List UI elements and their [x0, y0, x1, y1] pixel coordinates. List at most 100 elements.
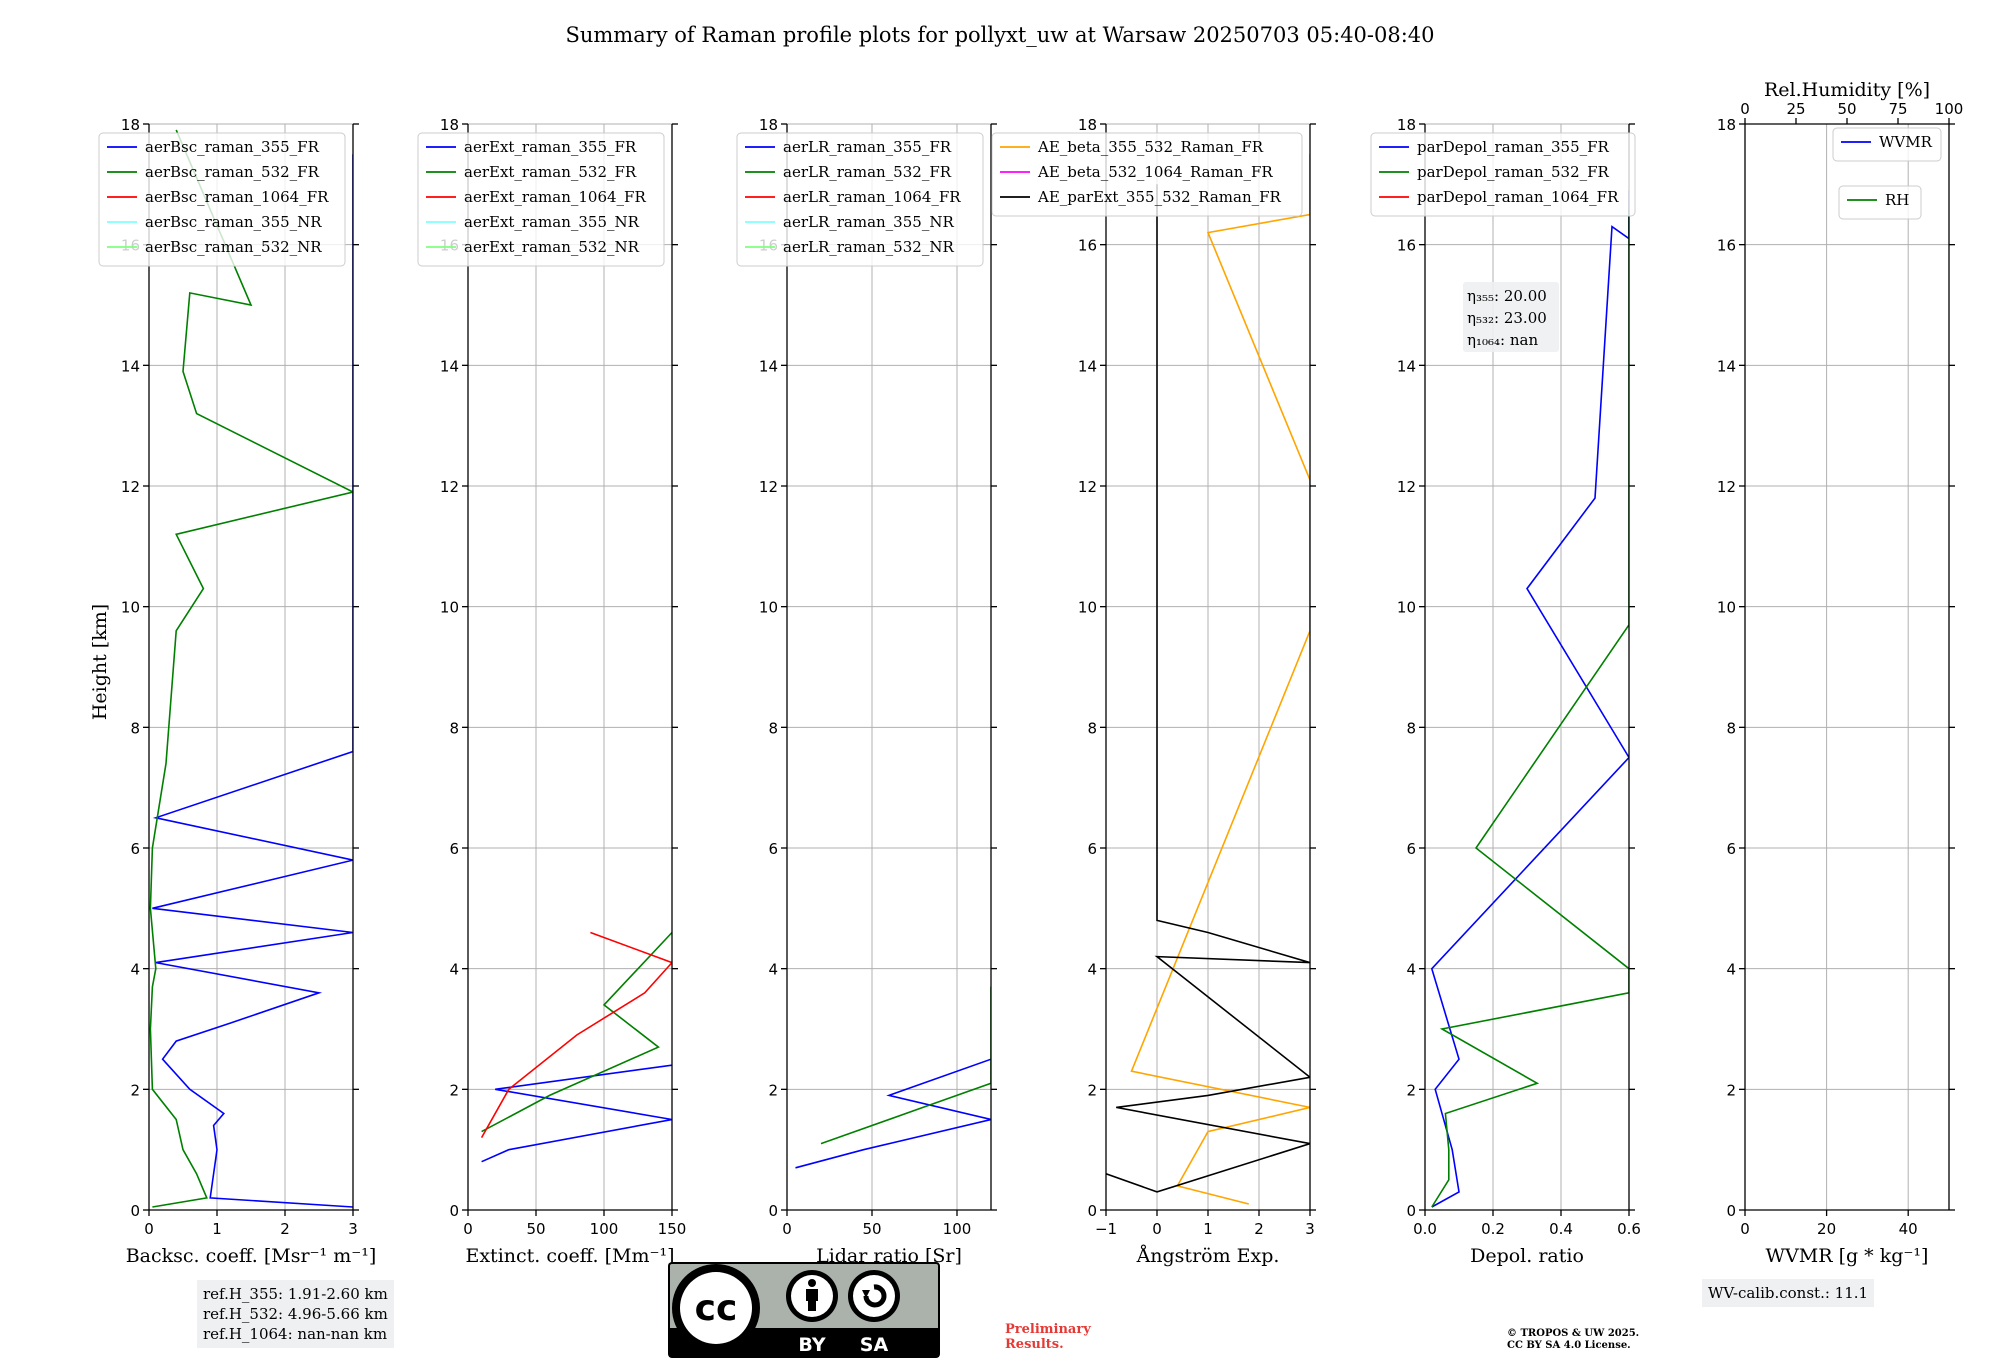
preliminary-note: Preliminary Results. [1005, 1322, 1091, 1352]
top-x-axis-label: Rel.Humidity [%] [1764, 79, 1930, 101]
y-tick-label: 18 [121, 116, 140, 134]
legend-label: aerLR_raman_532_NR [783, 238, 954, 256]
legend-box [1838, 185, 1922, 220]
y-tick-label: 18 [1078, 116, 1097, 134]
x-axis-label: Ångström Exp. [1136, 1245, 1280, 1267]
y-tick-label: 6 [130, 840, 140, 858]
x-tick-label: 0 [144, 1220, 154, 1238]
series-aerExt_raman_532_FR [481, 931, 672, 1133]
x-axis-label: Lidar ratio [Sr] [816, 1245, 962, 1267]
y-tick-label: 8 [130, 719, 140, 737]
y-tick-label: 4 [768, 961, 778, 979]
y-tick-label: 12 [759, 478, 778, 496]
y-tick-label: 4 [1726, 961, 1736, 979]
y-tick-label: 10 [121, 599, 140, 617]
wv-calib-text: WV-calib.const.: 11.1 [1708, 1284, 1869, 1302]
y-tick-label: 18 [1717, 116, 1736, 134]
legend-label: aerBsc_raman_355_NR [145, 213, 322, 231]
legend-label: AE_beta_532_1064_Raman_FR [1037, 163, 1273, 181]
cc-by-label: BY [798, 1334, 825, 1356]
y-tick-label: 14 [759, 357, 778, 375]
series-parDepol_raman_355_FR [1430, 190, 1629, 1208]
series-parDepol_raman_532_FR [1431, 208, 1629, 1208]
y-tick-label: 18 [1397, 116, 1416, 134]
x-tick-label: 50 [862, 1220, 881, 1238]
eta-annotation-box [1463, 282, 1559, 352]
y-tick-label: 0 [1726, 1202, 1736, 1220]
series-aerExt_raman_1064_FR [480, 931, 672, 1138]
legend-label: aerLR_raman_355_FR [783, 138, 952, 156]
y-tick-label: 4 [449, 961, 459, 979]
y-tick-label: 2 [768, 1081, 778, 1099]
refh-1064: ref.H_1064: nan-nan km [203, 1325, 388, 1343]
x-tick-label: 50 [526, 1220, 545, 1238]
legend-label: aerExt_raman_1064_FR [464, 188, 646, 206]
preliminary-line-1: Preliminary [1005, 1322, 1091, 1337]
wv-calib-note: WV-calib.const.: 11.1 [1702, 1279, 1875, 1307]
x-tick-label: 20 [1817, 1220, 1836, 1238]
x-tick-label: 0 [1740, 1220, 1750, 1238]
x-tick-label: 0.0 [1413, 1220, 1437, 1238]
y-tick-label: 12 [1397, 478, 1416, 496]
y-tick-label: 6 [1406, 840, 1416, 858]
legend-label: WVMR [1879, 133, 1933, 151]
legend-box [1832, 127, 1942, 162]
panel-bsc: 0246810121416180123Backsc. coeff. [Msr⁻¹… [98, 116, 377, 1267]
eta-annotation-line: η₁₀₆₄: nan [1467, 331, 1538, 349]
legend-label: aerExt_raman_355_FR [464, 138, 637, 156]
figure-title: Summary of Raman profile plots for polly… [565, 23, 1434, 47]
y-tick-label: 10 [759, 599, 778, 617]
x-tick-label: −1 [1095, 1220, 1117, 1238]
legend-label: aerBsc_raman_1064_FR [145, 188, 329, 206]
legend-label: RH [1885, 191, 1909, 209]
y-tick-label: 0 [1406, 1202, 1416, 1220]
y-tick-label: 14 [1717, 357, 1736, 375]
y-axis-label: Height [km] [89, 604, 111, 720]
y-tick-label: 18 [440, 116, 459, 134]
x-axis-label: Extinct. coeff. [Mm⁻¹] [465, 1245, 674, 1267]
series-aerBsc_raman_532_FR [149, 129, 353, 1208]
top-x-tick-label: 100 [1935, 100, 1964, 118]
eta-annotation-line: η₃₅₅: 20.00 [1467, 287, 1547, 305]
x-axis-label: Depol. ratio [1470, 1245, 1584, 1267]
preliminary-line-2: Results. [1005, 1337, 1064, 1352]
svg-text:cc: cc [695, 1288, 738, 1329]
legend-label: parDepol_raman_355_FR [1417, 138, 1610, 156]
legend-label: aerLR_raman_1064_FR [783, 188, 961, 206]
eta-annotation-line: η₅₃₂: 23.00 [1467, 309, 1547, 327]
legend-label: aerBsc_raman_355_FR [145, 138, 320, 156]
y-tick-label: 0 [130, 1202, 140, 1220]
panel-depol: 0 2 4 6 8 10 12 14 16 18 0.0 0.2 0.4 0.6 Depol. ratio p… [1370, 116, 1641, 1267]
y-tick-label: 8 [768, 719, 778, 737]
cc-sa-label: SA [860, 1334, 889, 1356]
x-tick-label: 100 [943, 1220, 972, 1238]
y-tick-label: 0 [768, 1202, 778, 1220]
legend-label: AE_beta_355_532_Raman_FR [1037, 138, 1264, 156]
legend-box [991, 132, 1303, 217]
x-axis-label: WVMR [g * kg⁻¹] [1766, 1245, 1929, 1267]
y-tick-label: 12 [1717, 478, 1736, 496]
legend-label: parDepol_raman_532_FR [1417, 163, 1610, 181]
legend-box [417, 132, 665, 267]
x-tick-label: 0 [463, 1220, 473, 1238]
legend-label: aerExt_raman_532_FR [464, 163, 637, 181]
x-axis-label: Backsc. coeff. [Msr⁻¹ m⁻¹] [126, 1245, 377, 1267]
x-tick-label: 2 [1254, 1220, 1264, 1238]
y-tick-label: 6 [768, 840, 778, 858]
panel-lr: 024681012141618050100Lidar ratio [Sr]aer… [736, 116, 997, 1267]
y-tick-label: 2 [449, 1081, 459, 1099]
y-tick-label: 4 [130, 961, 140, 979]
refh-355: ref.H_355: 1.91-2.60 km [203, 1285, 388, 1303]
y-tick-label: 12 [1078, 478, 1097, 496]
legend-label: aerBsc_raman_532_NR [145, 238, 322, 256]
series-aerBsc_raman_355_FR [152, 154, 353, 1208]
y-tick-label: 10 [1078, 599, 1097, 617]
x-tick-label: 0 [782, 1220, 792, 1238]
y-tick-label: 2 [1726, 1081, 1736, 1099]
top-x-tick-label: 75 [1888, 100, 1907, 118]
x-tick-label: 2 [280, 1220, 290, 1238]
x-tick-label: 0 [1152, 1220, 1162, 1238]
x-tick-label: 0.2 [1481, 1220, 1505, 1238]
x-tick-label: 0.6 [1617, 1220, 1641, 1238]
